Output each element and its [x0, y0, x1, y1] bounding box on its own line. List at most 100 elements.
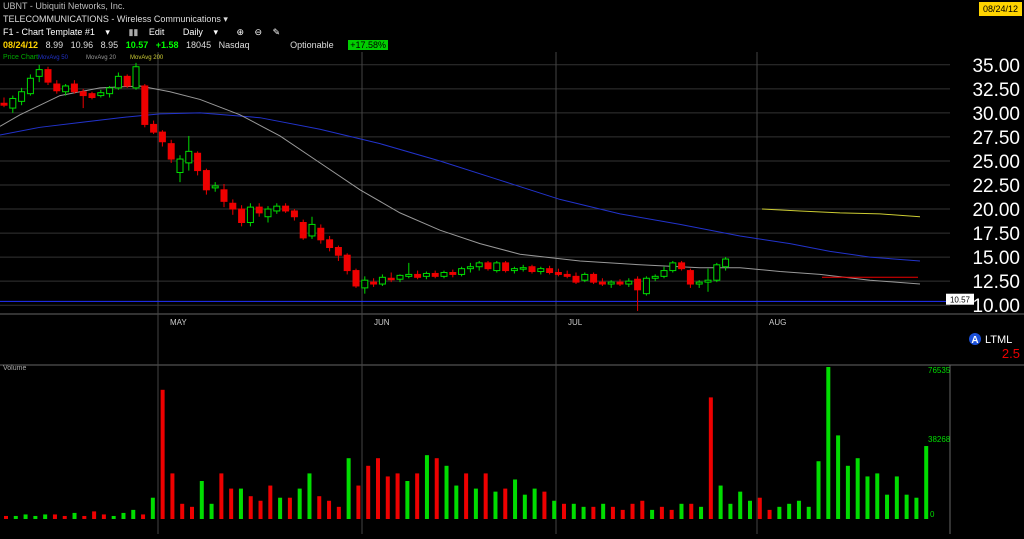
- volume-bar: [924, 446, 929, 519]
- volume-bar: [43, 514, 48, 519]
- volume-bar: [258, 500, 263, 519]
- zoom-in-icon[interactable]: ⊕: [236, 27, 245, 37]
- volume-bar: [219, 473, 224, 519]
- candle-body: [396, 274, 404, 280]
- candle-body: [651, 275, 659, 279]
- legend-ma20: MovAvg 20: [86, 55, 117, 61]
- template-selector[interactable]: F1 - Chart Template #1 ▾: [3, 27, 118, 37]
- candles: [0, 62, 730, 311]
- candle-body: [590, 273, 598, 283]
- legend-ma50: MovAvg 50: [38, 55, 69, 61]
- volume-bar: [307, 473, 312, 519]
- ma20-line: [0, 85, 921, 285]
- price-chart[interactable]: 35.00 32.50 30.00 27.50 25.00 22.50 20.00 17.50…: [0, 52, 1024, 534]
- volume-bar: [816, 461, 821, 519]
- volume-bar: [914, 497, 919, 519]
- candle-body: [493, 262, 501, 272]
- candle-body: [44, 69, 52, 83]
- ltml-indicator[interactable]: A LTML 2.5: [969, 333, 1020, 361]
- candle-body: [308, 223, 316, 237]
- chart-toolbar: F1 - Chart Template #1 ▾ ▮▮ Edit Daily ▾…: [3, 26, 288, 38]
- zoom-out-icon[interactable]: ⊖: [254, 27, 263, 37]
- price-tick-label: 32.50: [972, 80, 1020, 101]
- candle-body: [537, 268, 545, 273]
- ma50-line: [0, 112, 921, 262]
- volume-bar: [464, 473, 469, 519]
- candle-body: [123, 75, 131, 87]
- volume-bar: [591, 506, 596, 519]
- period-selector[interactable]: Daily ▾: [183, 27, 226, 37]
- volume-bar: [92, 511, 97, 519]
- candle-body: [449, 272, 457, 275]
- volume-bar: [885, 494, 890, 519]
- candle-body: [713, 264, 721, 281]
- candle-body: [510, 268, 518, 272]
- candle-body: [563, 273, 571, 277]
- candle-body: [326, 239, 334, 249]
- volume-bar: [4, 515, 8, 519]
- volume-bar: [571, 503, 576, 519]
- volume-bar: [395, 473, 400, 519]
- price-tick-label: 27.50: [972, 128, 1020, 149]
- volume-bar: [748, 500, 752, 519]
- date-badge: 08/24/12: [978, 2, 1022, 16]
- candle-body: [660, 270, 668, 277]
- candle-body: [554, 272, 562, 275]
- price-tick-label: 22.50: [972, 176, 1020, 197]
- quote-volume: 18045: [186, 40, 212, 50]
- volume-bar: [209, 503, 214, 519]
- candle-body: [475, 262, 483, 268]
- volume-bar: [170, 473, 175, 519]
- volume-bar: [689, 503, 694, 519]
- volume-bar: [82, 515, 87, 519]
- volume-bar: [356, 485, 361, 519]
- candle-body: [106, 87, 114, 95]
- candle-body: [572, 275, 580, 283]
- volume-bar: [160, 389, 165, 519]
- candle-body: [317, 227, 325, 241]
- volume-bar: [532, 488, 537, 519]
- volume-bar: [52, 514, 57, 519]
- chart-area[interactable]: 35.00 32.50 30.00 27.50 25.00 22.50 20.00 17.50…: [0, 52, 1024, 534]
- price-tick-label: 25.00: [972, 152, 1020, 173]
- price-tick-label: 30.00: [972, 104, 1020, 125]
- volume-bar: [865, 476, 870, 519]
- candle-body: [238, 208, 246, 224]
- candle-body: [695, 281, 703, 285]
- candle-body: [519, 267, 527, 270]
- candle-body: [211, 185, 219, 189]
- volume-bar: [483, 473, 488, 519]
- legend-price-chart: Price Chart: [3, 54, 38, 61]
- candle-body: [176, 158, 184, 173]
- volume-bar: [297, 488, 302, 519]
- candle-body: [185, 150, 193, 164]
- optionable-label: Optionable: [290, 40, 334, 50]
- volume-bar: [278, 497, 283, 519]
- edit-button[interactable]: ▮▮ Edit: [128, 27, 172, 37]
- pencil-icon[interactable]: ✎: [272, 27, 281, 37]
- indicator-badge: [969, 333, 981, 345]
- volume-bar: [728, 503, 733, 519]
- volume-bar: [287, 497, 292, 519]
- volume-bar: [72, 512, 77, 519]
- pct-change-badge: +17.58%: [348, 40, 388, 50]
- volume-bar: [180, 503, 185, 519]
- candle-body: [18, 91, 26, 102]
- industry-category[interactable]: TELECOMMUNICATIONS - Wireless Communicat…: [3, 13, 228, 25]
- volume-max: 76535: [928, 366, 951, 375]
- candle-body: [167, 143, 175, 160]
- volume-label: Volume: [3, 365, 26, 372]
- chevron-down-icon: ▾: [213, 27, 218, 37]
- candle-body: [273, 205, 281, 212]
- volume-bar: [542, 491, 547, 519]
- volume-bar: [679, 503, 684, 519]
- volume-bar: [121, 512, 126, 519]
- candle-body: [440, 272, 448, 277]
- last-price-box: [946, 293, 974, 305]
- volume-bar: [317, 496, 322, 519]
- candle-body: [458, 268, 466, 275]
- candle-body: [607, 281, 615, 285]
- indicator-letter: A: [971, 335, 978, 346]
- candle-body: [158, 131, 166, 143]
- last-price-label: 10.57: [950, 296, 971, 305]
